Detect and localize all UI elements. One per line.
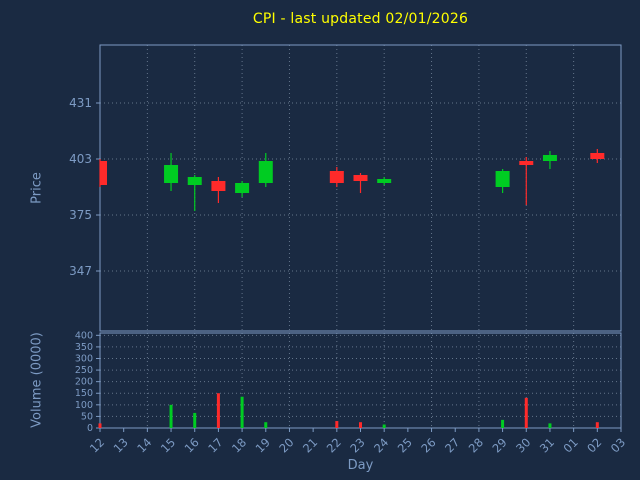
volume-bar (216, 393, 220, 428)
volume-tick-label: 100 (75, 400, 93, 411)
x-tick-label: 30 (513, 435, 533, 455)
candle-body (377, 179, 392, 183)
volume-bar (98, 423, 102, 428)
candle-body (187, 177, 202, 185)
x-tick-label: 29 (489, 435, 509, 455)
price-tick-label: 431 (69, 96, 92, 110)
x-tick-label: 21 (300, 435, 320, 455)
x-tick-label: 14 (134, 435, 154, 455)
x-tick-label: 27 (442, 435, 462, 455)
volume-bar (240, 396, 244, 428)
volume-bar (335, 421, 339, 428)
candles (99, 149, 605, 211)
x-tick-label: 03 (608, 435, 628, 455)
volume-tick-label: 0 (87, 423, 93, 434)
x-tick-label: 31 (537, 435, 557, 455)
x-tick-label: 13 (111, 435, 131, 455)
volume-tick-label: 350 (75, 342, 93, 353)
volume-bar (548, 423, 552, 428)
x-tick-label: 26 (418, 435, 438, 455)
x-axis-label: Day (347, 458, 374, 473)
volume-tick-label: 150 (75, 388, 93, 399)
price-tick-label: 347 (69, 264, 92, 278)
gridlines (100, 45, 622, 429)
price-tick-label: 403 (69, 152, 92, 166)
volume-bar (524, 397, 528, 428)
candle-body (258, 161, 273, 183)
price-panel-border (99, 44, 622, 332)
volume-bar (359, 422, 362, 428)
volume-bars (98, 393, 599, 428)
chart-title: CPI - last updated 02/01/2026 (252, 11, 469, 27)
candle-body (542, 155, 557, 161)
candle-body (353, 175, 368, 181)
x-tick-label: 22 (324, 435, 344, 455)
x-tick-label: 16 (182, 435, 202, 455)
x-tick-label: 01 (561, 435, 581, 455)
x-tick-label: 24 (371, 435, 391, 455)
candle-body (329, 171, 344, 183)
volume-tick-label: 250 (75, 365, 93, 376)
x-tick-label: 28 (466, 435, 486, 455)
volume-bar (501, 419, 505, 428)
candle-body (211, 181, 226, 191)
candle-body (519, 161, 534, 165)
volume-bar (169, 404, 173, 428)
volume-bar (382, 424, 386, 428)
volume-bar (595, 422, 599, 428)
candle-body (235, 183, 250, 193)
candle-body (495, 171, 510, 187)
volume-tick-label: 400 (75, 330, 93, 341)
x-tick-label: 17 (205, 435, 225, 455)
volume-tick-label: 300 (75, 353, 93, 364)
volume-bar (264, 422, 268, 428)
price-tick-label: 375 (69, 208, 92, 222)
x-tick-label: 23 (347, 435, 367, 455)
tick-marks (96, 102, 622, 432)
x-tick-label: 18 (229, 435, 249, 455)
x-tick-label: 12 (87, 435, 107, 455)
x-tick-label: 02 (584, 435, 604, 455)
volume-tick-label: 200 (75, 377, 93, 388)
volume-tick-label: 50 (81, 411, 93, 422)
x-tick-label: 25 (395, 435, 415, 455)
candle-body (590, 153, 605, 159)
x-tick-label: 15 (158, 435, 178, 455)
x-tick-label: 19 (253, 435, 273, 455)
candle-body (164, 165, 179, 183)
x-tick-label: 20 (276, 435, 296, 455)
volume-bar (193, 412, 197, 428)
candle-body (100, 161, 107, 185)
